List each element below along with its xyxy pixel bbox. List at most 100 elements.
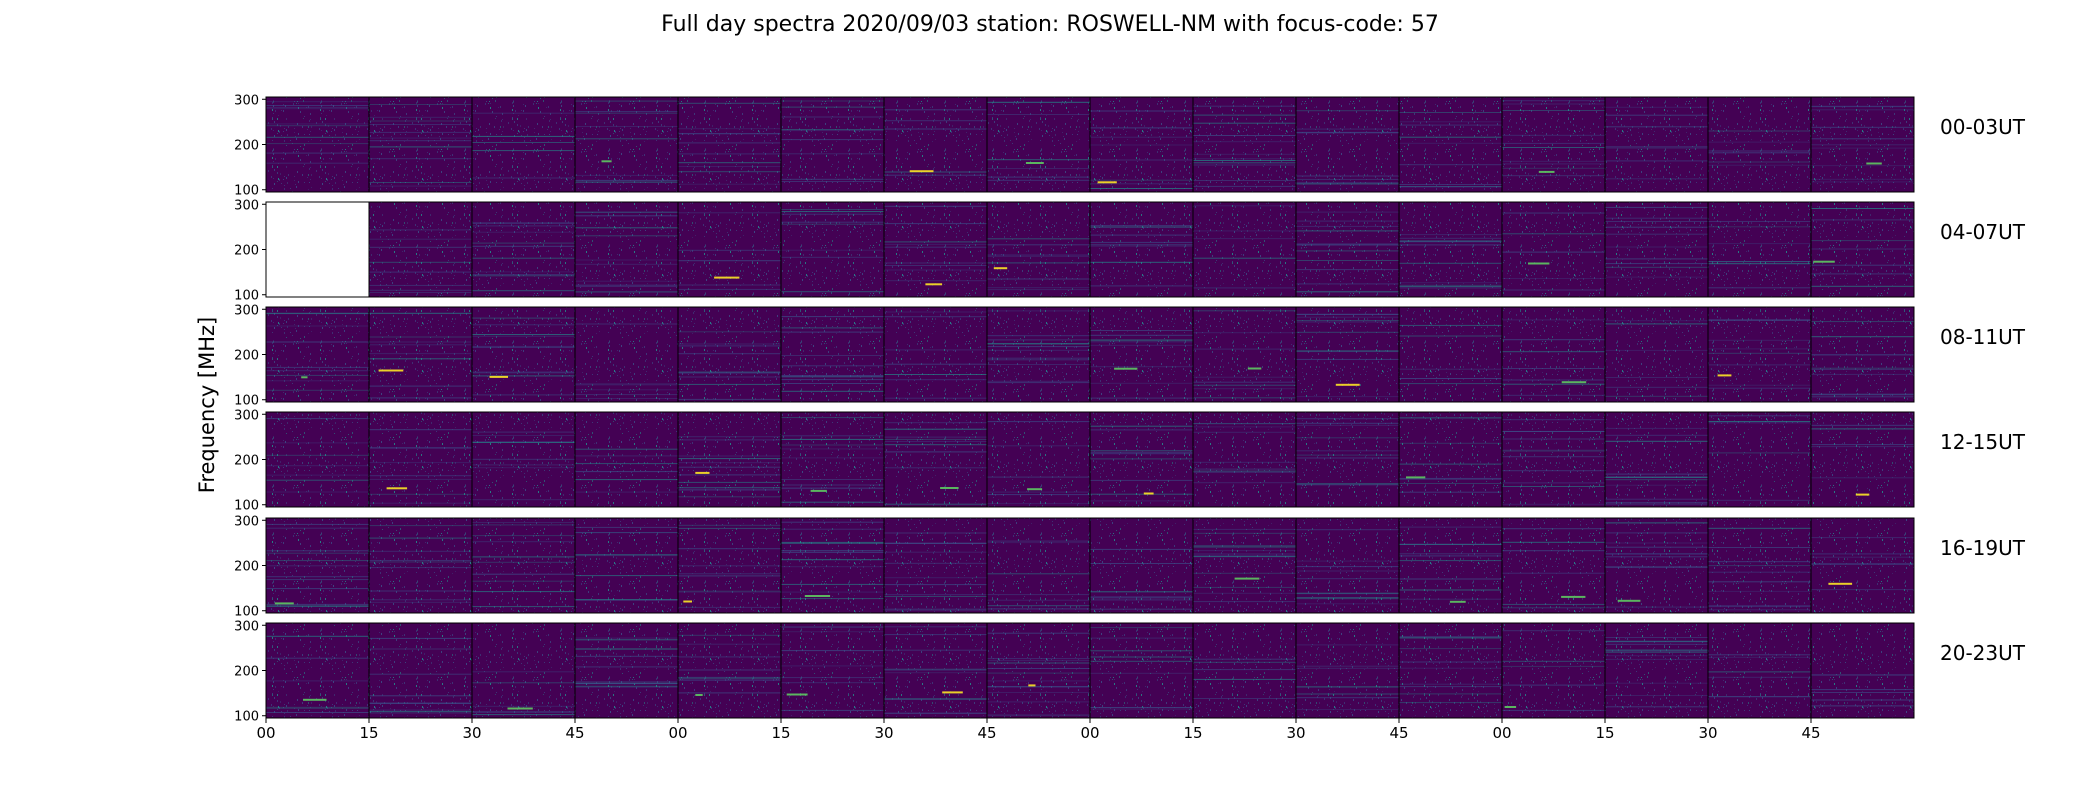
spectrum-panel: [1295, 517, 1400, 614]
spectrum-panel: [1089, 517, 1194, 614]
spectrum-panel: [986, 96, 1091, 193]
spectrum-panel: [574, 96, 679, 193]
spectrum-panel: [883, 411, 988, 508]
spectra-row: [265, 306, 1915, 403]
spectrum-panel: [1810, 411, 1915, 508]
spectrum-panel: [1192, 96, 1297, 193]
spectrum-panel: [471, 201, 576, 298]
spectrum-panel: [368, 96, 473, 193]
spectrum-panel: [677, 96, 782, 193]
spectrum-panel: [1295, 306, 1400, 403]
spectrum-panel: [471, 622, 576, 719]
spectrum-panel: [1295, 411, 1400, 508]
spectrum-panel: [677, 622, 782, 719]
spectrum-panel: [1192, 622, 1297, 719]
spectrum-panel: [1398, 622, 1503, 719]
spectrum-panel: [986, 306, 1091, 403]
spectrum-panel: [265, 622, 370, 719]
spectrum-panel: [1604, 96, 1709, 193]
spectrum-panel: [883, 622, 988, 719]
spectrum-panel: [1707, 306, 1812, 403]
spectrum-panel: [780, 96, 885, 193]
spectrum-panel: [574, 517, 679, 614]
spectrum-panel: [986, 411, 1091, 508]
x-tick-label: 15: [1595, 724, 1614, 742]
spectrum-panel: [677, 306, 782, 403]
spectrum-panel: [1501, 411, 1606, 508]
y-tick-label: 100: [234, 394, 259, 409]
spectrum-panel: [471, 96, 576, 193]
row-label: 00-03UT: [1940, 115, 2026, 139]
spectrum-panel: [1810, 306, 1915, 403]
spectrum-panel: [1398, 96, 1503, 193]
spectrum-panel: [471, 517, 576, 614]
spectrum-panel: [1501, 517, 1606, 614]
y-tick-label: 300: [234, 619, 259, 634]
y-tick-label: 200: [234, 139, 259, 154]
spectra-row: [265, 517, 1915, 614]
spectrum-panel: [677, 411, 782, 508]
chart-title: Full day spectra 2020/09/03 station: ROS…: [661, 12, 1439, 37]
spectra-panels: [265, 96, 1915, 719]
spectrum-panel: [368, 622, 473, 719]
y-tick-label: 300: [234, 93, 259, 108]
x-tick-label: 30: [462, 724, 481, 742]
x-tick-label: 15: [1183, 724, 1202, 742]
x-tick-label: 15: [359, 724, 378, 742]
empty-spectrum-panel: [265, 201, 370, 298]
y-axis-label: Frequency [MHz]: [195, 317, 219, 493]
row-label: 08-11UT: [1940, 325, 2026, 349]
spectrum-panel: [574, 201, 679, 298]
spectrum-panel: [1089, 201, 1194, 298]
x-tick-label: 30: [874, 724, 893, 742]
x-tick-label: 30: [1286, 724, 1305, 742]
x-tick-label: 45: [1389, 724, 1408, 742]
spectrum-panel: [1089, 411, 1194, 508]
spectrum-panel: [265, 411, 370, 508]
y-tick-label: 200: [234, 665, 259, 680]
spectrum-panel: [780, 306, 885, 403]
spectrum-panel: [883, 201, 988, 298]
spectrum-panel: [1398, 517, 1503, 614]
row-label: 12-15UT: [1940, 430, 2026, 454]
spectrum-panel: [1295, 622, 1400, 719]
spectrum-panel: [1604, 517, 1709, 614]
y-tick-label: 200: [234, 454, 259, 469]
spectrum-panel: [1398, 201, 1503, 298]
spectrum-panel: [368, 517, 473, 614]
y-tick-label: 300: [234, 303, 259, 318]
x-tick-label: 30: [1698, 724, 1717, 742]
y-tick-label: 300: [234, 198, 259, 213]
spectrum-panel: [1707, 201, 1812, 298]
spectra-row: [265, 201, 1915, 298]
spectrum-panel: [1192, 517, 1297, 614]
spectrum-panel: [883, 517, 988, 614]
row-label: 04-07UT: [1940, 220, 2026, 244]
spectrum-panel: [1295, 96, 1400, 193]
spectrum-panel: [986, 517, 1091, 614]
spectra-row: [265, 622, 1915, 719]
spectrum-panel: [677, 517, 782, 614]
spectrum-panel: [1707, 517, 1812, 614]
row-label: 20-23UT: [1940, 641, 2026, 665]
y-tick-label: 200: [234, 244, 259, 259]
spectrum-panel: [1604, 201, 1709, 298]
spectrum-panel: [1501, 96, 1606, 193]
spectrum-panel: [1707, 622, 1812, 719]
spectrum-panel: [574, 306, 679, 403]
spectrum-panel: [1398, 411, 1503, 508]
spectrum-panel: [1604, 411, 1709, 508]
x-tick-label: 45: [565, 724, 584, 742]
y-tick-label: 100: [234, 499, 259, 514]
spectrum-panel: [1192, 306, 1297, 403]
spectrum-panel: [986, 622, 1091, 719]
spectrum-panel: [1707, 411, 1812, 508]
spectrum-panel: [1501, 622, 1606, 719]
spectrum-panel: [1501, 306, 1606, 403]
spectrum-panel: [1604, 306, 1709, 403]
spectrum-panel: [1810, 96, 1915, 193]
spectrum-panel: [677, 201, 782, 298]
spectra-row: [265, 411, 1915, 508]
spectra-row: [265, 96, 1915, 193]
